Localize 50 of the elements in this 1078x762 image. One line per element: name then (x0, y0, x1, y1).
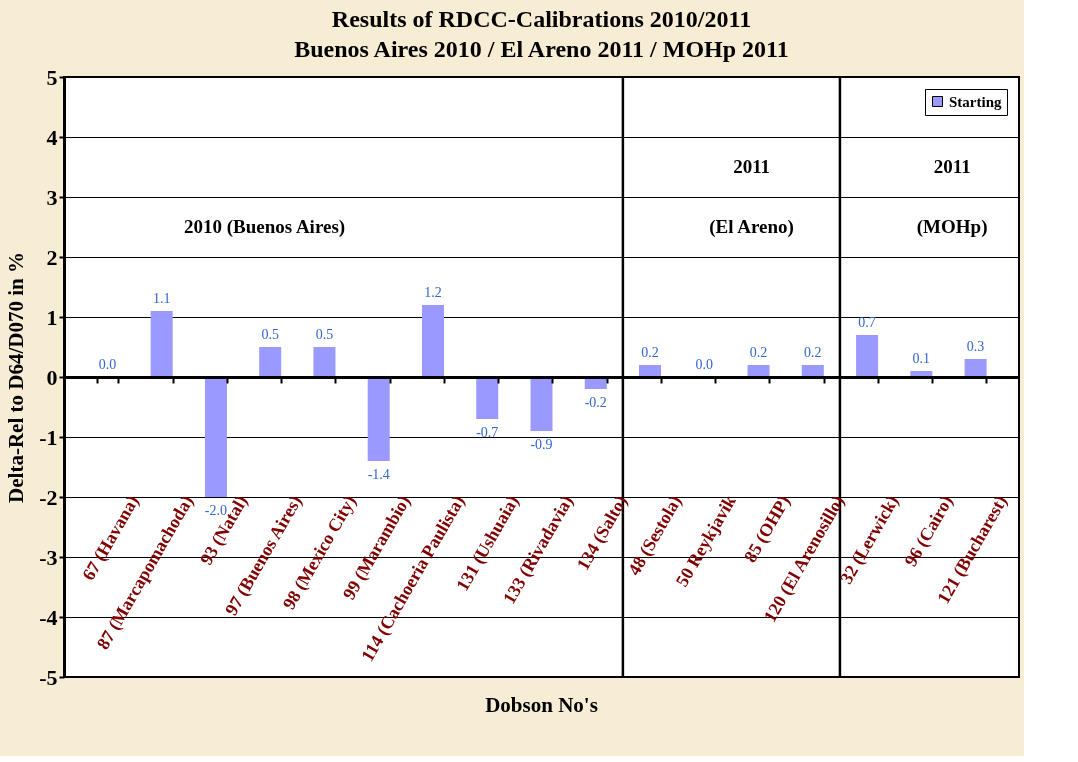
data-label: 0.2 (641, 345, 659, 360)
bar (476, 377, 499, 419)
data-label: 0.7 (858, 315, 876, 330)
data-label: 0.5 (315, 327, 334, 342)
bar (367, 377, 390, 461)
annotation: 2011 (733, 156, 771, 177)
bar (530, 377, 553, 431)
annotation: 2011 (933, 156, 971, 177)
text: Results of RDCC-Calibrations 2010/2011 (331, 6, 752, 32)
y-tick-label: -3 (39, 544, 58, 570)
bar (856, 335, 879, 377)
x-axis-title: Dobson No's (485, 693, 598, 717)
y-tick-label: -1 (39, 424, 58, 450)
bar (313, 347, 336, 377)
y-tick-label: 5 (46, 64, 58, 90)
bar (801, 365, 824, 377)
y-tick-label: 2 (46, 244, 58, 270)
data-label: 0.1 (912, 351, 931, 366)
bar (150, 311, 173, 377)
data-label: 1.1 (152, 291, 171, 306)
data-label: -0.2 (584, 395, 607, 410)
data-label: -0.9 (530, 437, 553, 452)
y-tick-label: 1 (46, 304, 58, 330)
y-tick-label: -2 (39, 484, 58, 510)
data-label: -0.7 (476, 425, 499, 440)
y-tick-label: -5 (39, 664, 58, 690)
data-label: 0.2 (804, 345, 822, 360)
data-label: 0.2 (749, 345, 768, 360)
y-tick-label: 4 (46, 124, 58, 150)
bar (747, 365, 770, 377)
text: Buenos Aires 2010 / El Areno 2011 / MOHp 2011 (294, 36, 789, 62)
annotation: (El Areno) (709, 216, 794, 238)
data-label: 0.0 (98, 357, 117, 372)
data-label: 1.2 (424, 285, 442, 300)
y-tick-label: 3 (46, 184, 58, 210)
y-tick-label: -4 (39, 604, 58, 630)
bar (964, 359, 987, 377)
bar (421, 305, 444, 377)
bar (204, 377, 227, 497)
bar (259, 347, 282, 377)
data-label: 0.5 (261, 327, 279, 342)
annotation: 2010 (Buenos Aires) (183, 216, 346, 238)
data-label: -1.4 (367, 467, 390, 482)
data-label: 0.0 (695, 357, 714, 372)
legend-label: Starting (949, 93, 1002, 110)
data-label: 0.3 (966, 339, 985, 354)
bar (639, 365, 662, 377)
annotation: (MOHp) (916, 216, 988, 238)
y-tick-label: 0 (46, 364, 58, 390)
y-axis-title: Delta-Rel to D64/D070 in % (4, 252, 29, 503)
